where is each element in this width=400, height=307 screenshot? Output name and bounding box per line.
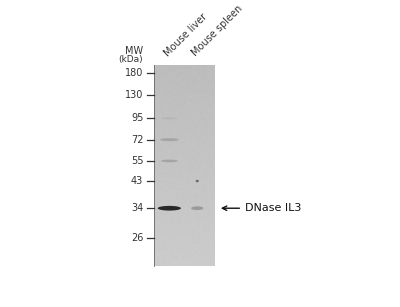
Ellipse shape: [191, 206, 204, 210]
Text: 55: 55: [131, 156, 143, 166]
Ellipse shape: [160, 138, 179, 141]
Text: 26: 26: [131, 233, 143, 243]
Ellipse shape: [161, 160, 178, 162]
Ellipse shape: [162, 117, 177, 119]
Text: 72: 72: [131, 135, 143, 145]
Ellipse shape: [158, 206, 181, 211]
Text: (kDa): (kDa): [119, 55, 143, 64]
Text: Mouse liver: Mouse liver: [162, 11, 209, 58]
Text: 43: 43: [131, 176, 143, 186]
Ellipse shape: [196, 180, 199, 182]
Text: MW: MW: [125, 45, 143, 56]
Text: 34: 34: [131, 203, 143, 213]
Text: 180: 180: [125, 68, 143, 79]
Text: 95: 95: [131, 113, 143, 123]
Text: Mouse spleen: Mouse spleen: [190, 3, 245, 58]
Text: 130: 130: [125, 90, 143, 100]
Text: DNase IL3: DNase IL3: [245, 203, 301, 213]
